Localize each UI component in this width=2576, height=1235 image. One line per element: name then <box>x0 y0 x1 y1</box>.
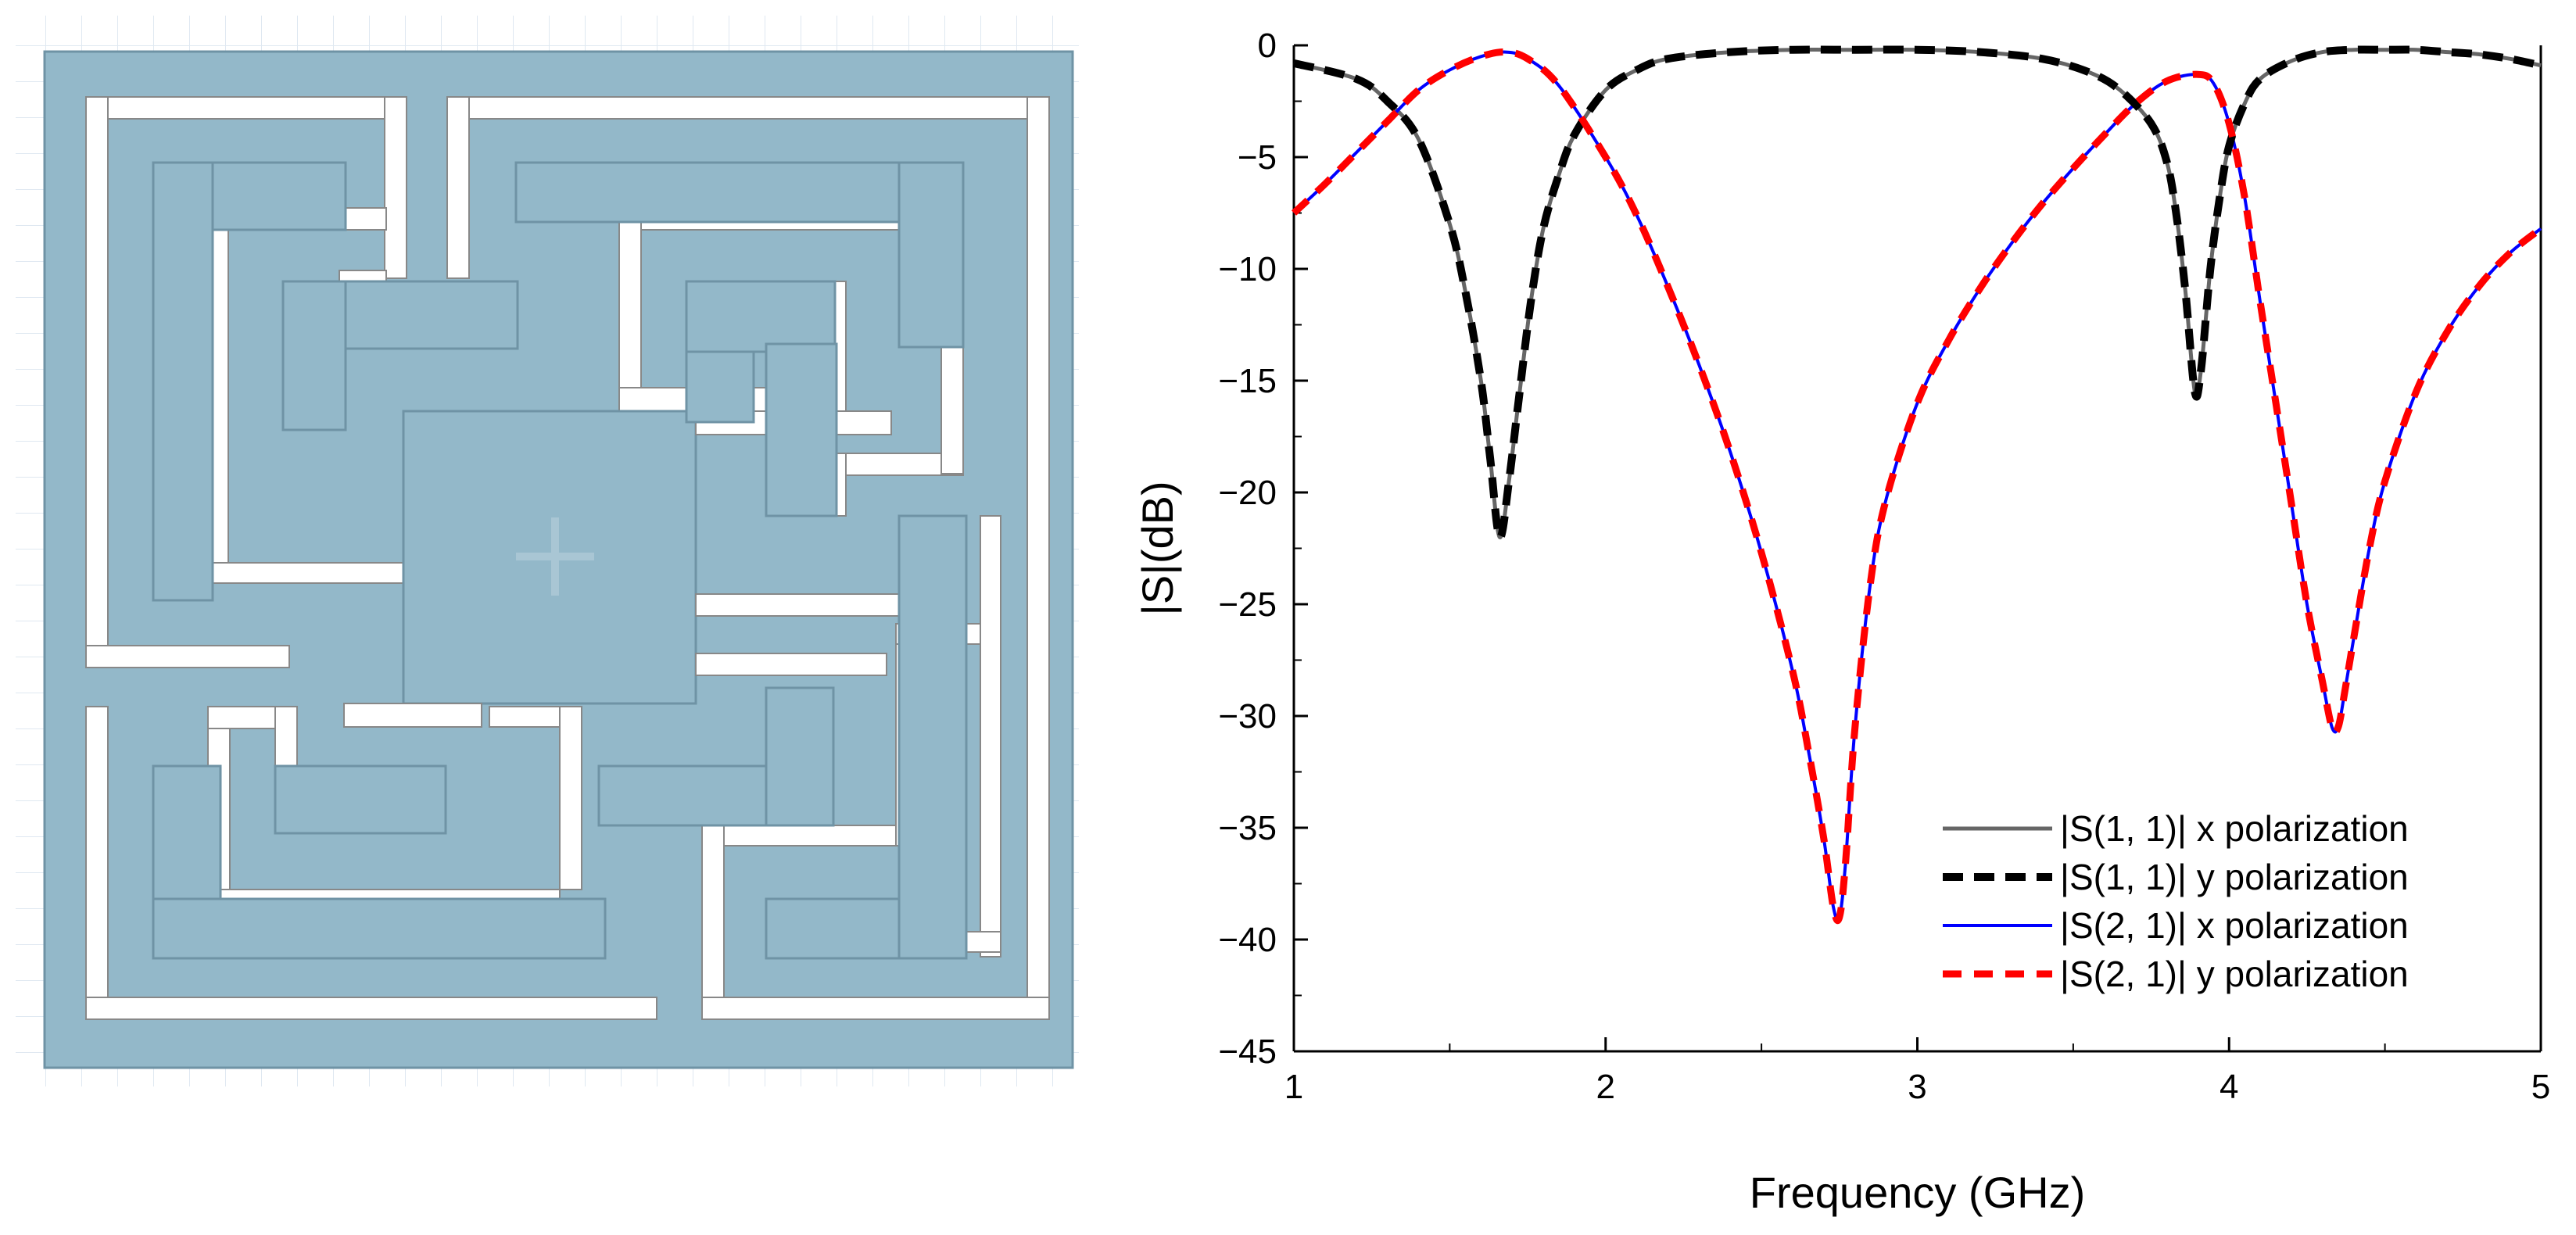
slot <box>85 96 407 120</box>
slot <box>446 96 1028 120</box>
slot <box>85 997 657 1020</box>
slot <box>559 706 582 890</box>
y-tick-label: −45 <box>1218 1033 1277 1071</box>
slot <box>701 997 1050 1020</box>
legend-label-2: |S(1, 1)| y polarization <box>2060 857 2409 897</box>
metal-arm <box>514 161 965 224</box>
slot <box>446 96 470 279</box>
x-tick-label: 5 <box>2531 1068 2550 1106</box>
slot <box>85 96 109 668</box>
slot <box>85 645 290 668</box>
slot <box>384 96 407 279</box>
series-line-3 <box>1292 50 2542 922</box>
center-cross-marker <box>516 517 594 596</box>
metal-arm <box>597 764 794 827</box>
unit-cell-diagram <box>16 16 1079 1086</box>
y-tick-label: −30 <box>1218 697 1277 736</box>
series-group <box>1291 45 2543 925</box>
slot <box>695 653 887 676</box>
slot <box>701 825 725 998</box>
series-line-1 <box>1293 47 2542 539</box>
slot <box>207 706 276 729</box>
slot <box>823 453 964 476</box>
metal-arm <box>897 514 968 960</box>
y-tick-label: −25 <box>1218 585 1277 624</box>
y-tick-label: −5 <box>1238 138 1277 177</box>
metal-arm <box>281 280 347 431</box>
metal-arm <box>685 280 837 353</box>
slot <box>618 207 642 412</box>
metal-arm <box>897 161 965 349</box>
slot <box>489 706 561 728</box>
slot <box>207 562 404 584</box>
metal-arm <box>765 342 838 517</box>
y-tick-label: 0 <box>1258 27 1277 65</box>
x-tick-label: 4 <box>2220 1068 2238 1106</box>
x-tick-label: 1 <box>1284 1068 1303 1106</box>
y-tick-label: −40 <box>1218 921 1277 959</box>
y-axis-title: |S|(dB) <box>1133 481 1182 615</box>
series-line-4 <box>1291 48 2543 925</box>
metal-pattern <box>43 50 1074 1069</box>
slot <box>85 706 109 1020</box>
x-tick-label: 2 <box>1596 1068 1615 1106</box>
metal-arm <box>274 764 447 835</box>
series-line-2 <box>1292 45 2542 542</box>
y-tick-label: −35 <box>1218 809 1277 847</box>
metal-arm <box>765 686 835 827</box>
legend: |S(1, 1)| x polarization |S(1, 1)| y pola… <box>1943 808 2409 994</box>
y-tick-label: −15 <box>1218 362 1277 400</box>
legend-label-4: |S(2, 1)| y polarization <box>2060 954 2409 994</box>
slot <box>343 703 482 728</box>
legend-label-3: |S(2, 1)| x polarization <box>2060 905 2409 946</box>
slot <box>980 515 1001 958</box>
x-tick-label: 3 <box>1908 1068 1926 1106</box>
metal-arm <box>152 897 607 960</box>
legend-label-1: |S(1, 1)| x polarization <box>2060 808 2409 849</box>
slot <box>274 706 298 770</box>
slot <box>339 207 387 231</box>
metal-arm <box>152 161 214 602</box>
y-tick-label: −10 <box>1218 250 1277 288</box>
y-tick-label: −20 <box>1218 474 1277 512</box>
x-axis-title: Frequency (GHz) <box>1750 1168 2085 1217</box>
